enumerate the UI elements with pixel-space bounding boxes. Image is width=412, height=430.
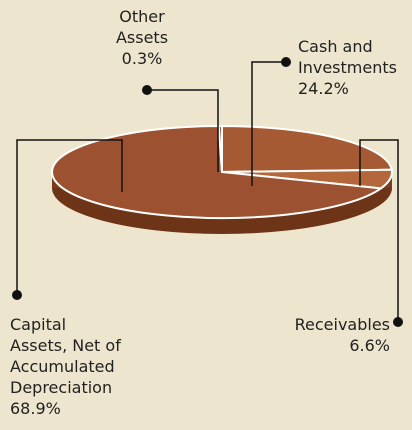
value-label: 0.3% xyxy=(102,48,182,69)
pie-slice xyxy=(222,126,392,172)
slice-label: Receivables 6.6% xyxy=(280,314,390,356)
category-label: Capital Assets, Net of Accumulated Depre… xyxy=(10,314,128,398)
value-label: 24.2% xyxy=(298,78,410,99)
slice-label: Capital Assets, Net of Accumulated Depre… xyxy=(10,314,128,419)
chart: Other Assets 0.3% Cash and Investments 2… xyxy=(0,0,412,430)
slice-label: Cash and Investments 24.2% xyxy=(298,36,410,99)
value-label: 68.9% xyxy=(10,398,128,419)
slice-label: Other Assets 0.3% xyxy=(102,6,182,69)
category-label: Cash and Investments xyxy=(298,36,410,78)
category-label: Other Assets xyxy=(102,6,182,48)
value-label: 6.6% xyxy=(280,335,390,356)
category-label: Receivables xyxy=(280,314,390,335)
